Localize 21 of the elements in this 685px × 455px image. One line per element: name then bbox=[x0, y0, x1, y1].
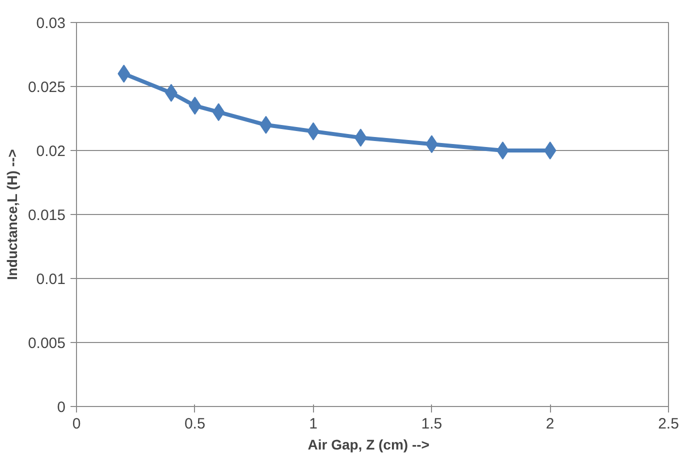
x-tick-label: 1 bbox=[309, 416, 318, 432]
y-axis-title: Inductance,L (H) --> bbox=[4, 149, 20, 280]
point bbox=[354, 128, 367, 147]
x-tick-label: 2.5 bbox=[658, 416, 679, 432]
y-tick-label: 0.025 bbox=[28, 79, 66, 96]
x-tick-label: 1.5 bbox=[421, 416, 442, 432]
point bbox=[260, 116, 272, 134]
y-tick-label: 0.01 bbox=[36, 271, 66, 288]
y-tick-label: 0.03 bbox=[36, 15, 66, 32]
point bbox=[212, 103, 225, 122]
y-tick-label: 0.015 bbox=[28, 207, 66, 224]
y-tick-label: 0 bbox=[57, 399, 66, 416]
point bbox=[188, 96, 202, 115]
point bbox=[118, 64, 130, 83]
y-tick-label: 0.005 bbox=[28, 335, 66, 352]
x-tick-label: 2 bbox=[546, 416, 554, 432]
x-tick-label: 0.5 bbox=[184, 416, 206, 432]
y-tick-label: 0.02 bbox=[36, 143, 66, 160]
x-tick-label: 0 bbox=[72, 416, 81, 432]
x-axis-title: Air Gap, Z (cm) --> bbox=[308, 436, 430, 452]
point bbox=[544, 142, 556, 160]
